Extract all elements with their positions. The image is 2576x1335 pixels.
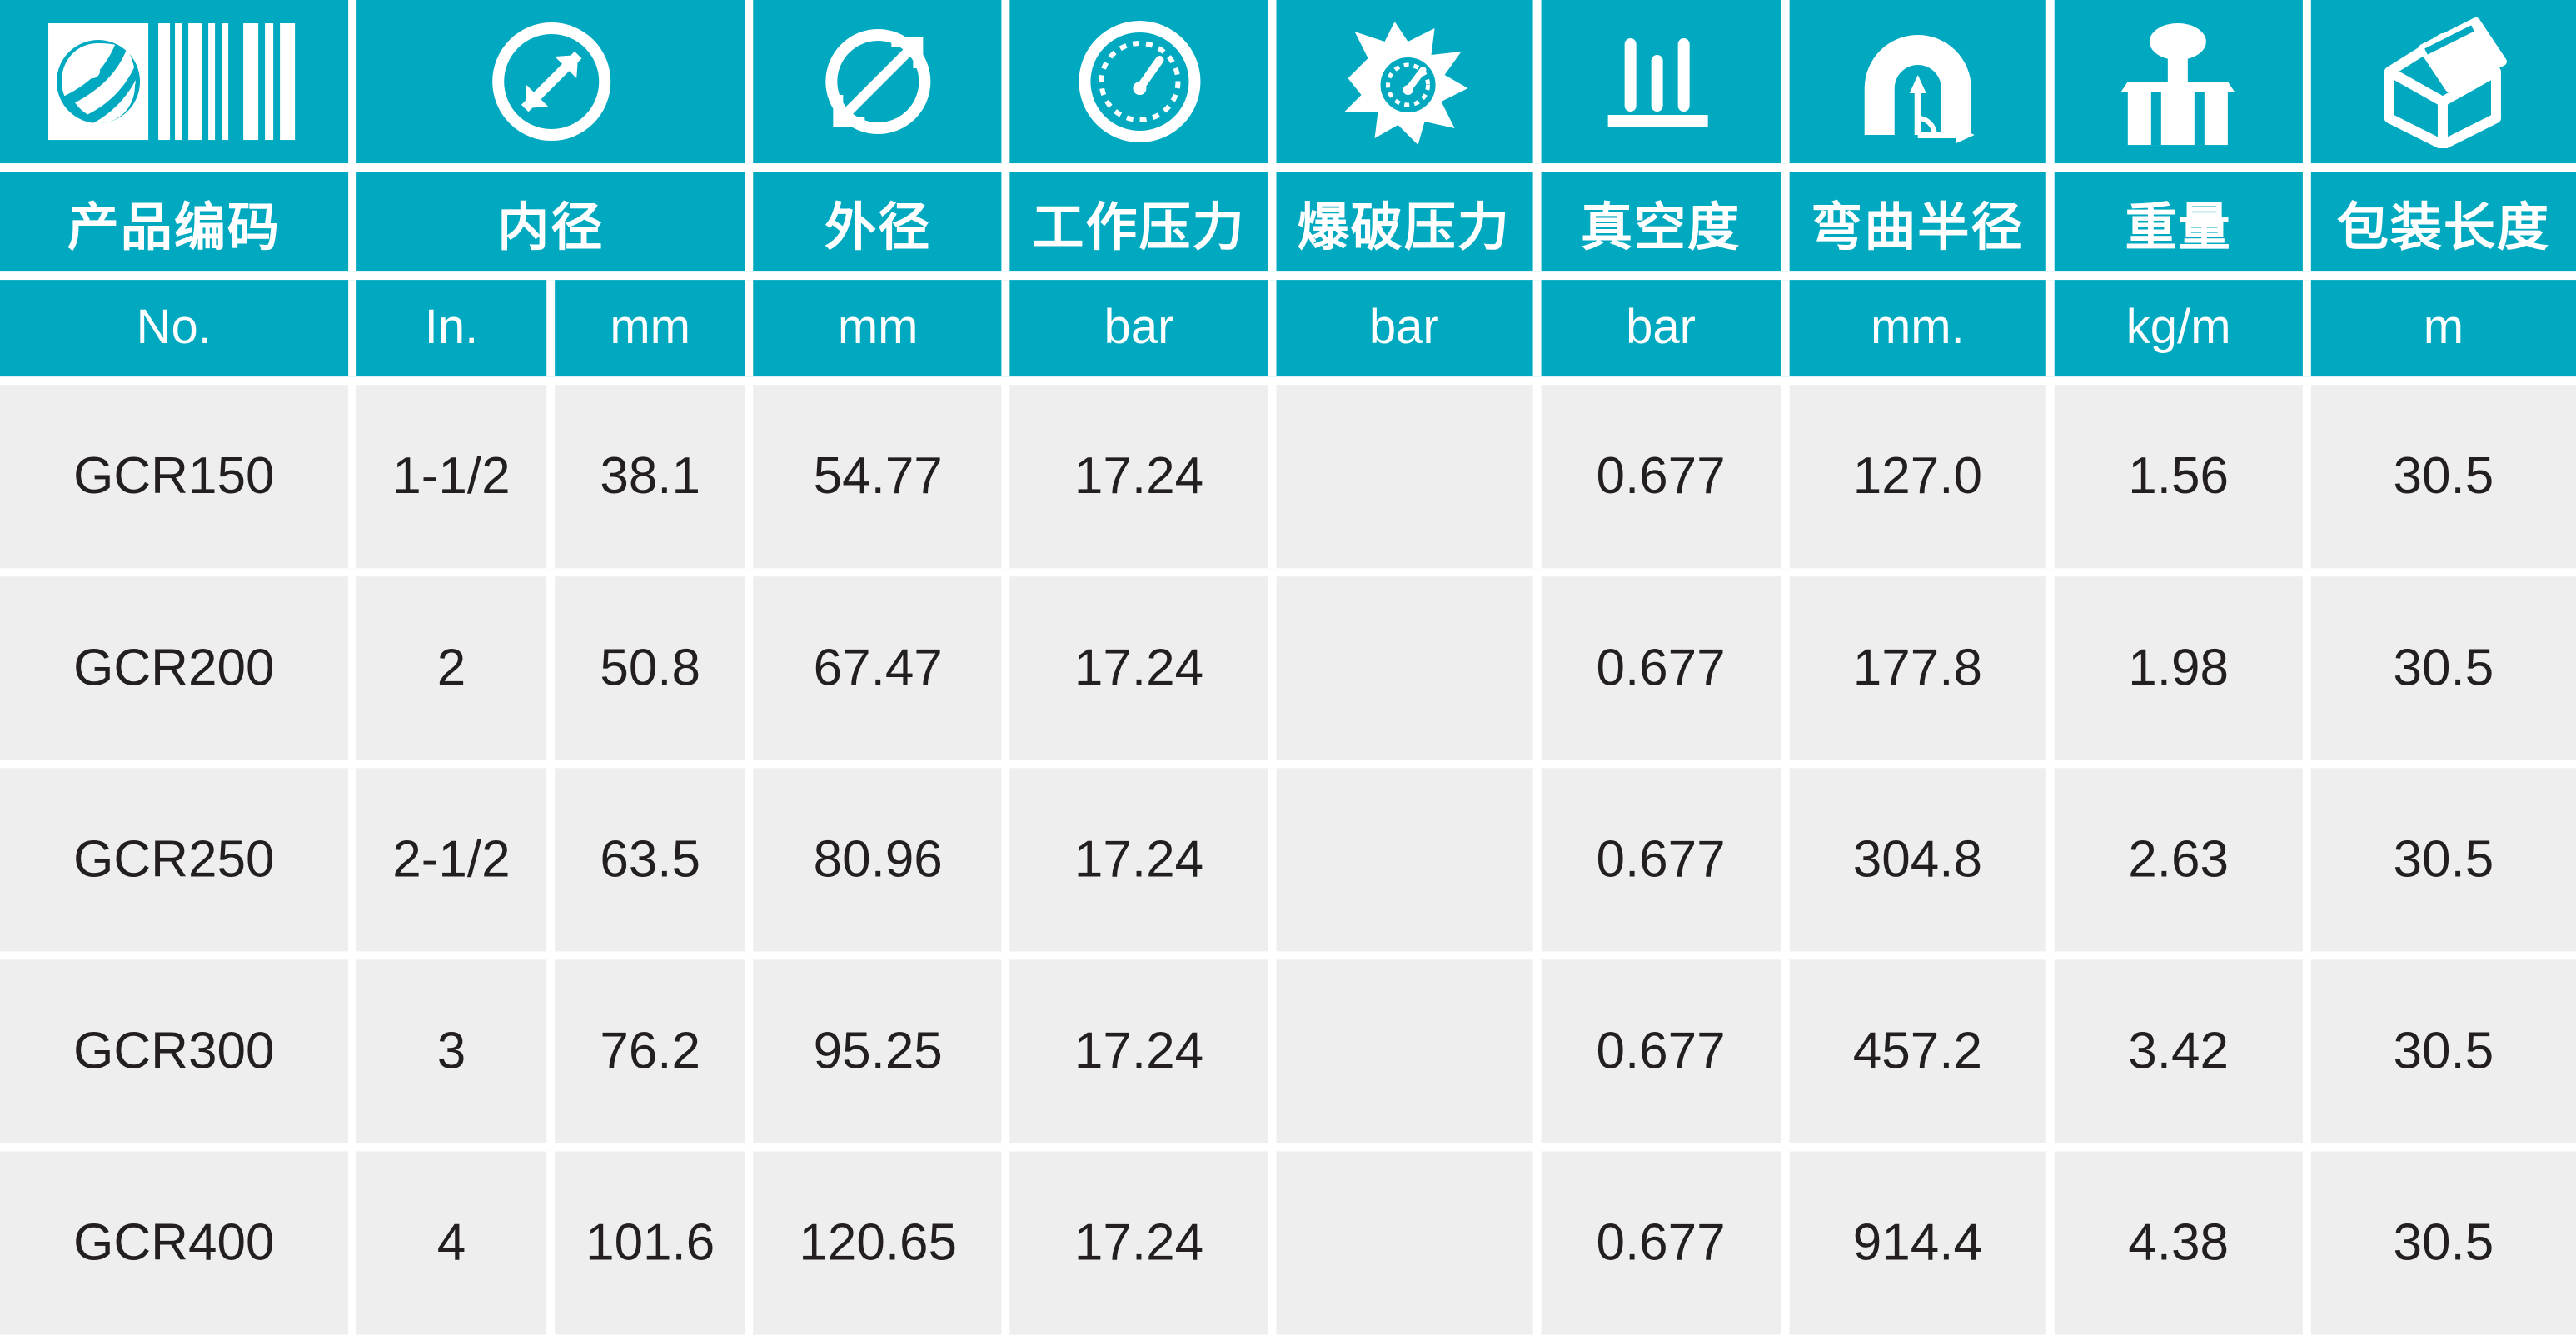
cell-weight: 1.98 bbox=[2054, 576, 2311, 760]
bend-radius-icon bbox=[1847, 15, 1987, 148]
cell-vacuum: 0.677 bbox=[1540, 1151, 1790, 1335]
cell-id-in: 2 bbox=[356, 576, 556, 760]
cell-packaging-length: 30.5 bbox=[2310, 768, 2576, 952]
table-row: GCR200 2 50.8 67.47 17.24 0.677 177.8 1.… bbox=[0, 576, 2576, 760]
cell-working-pressure: 17.24 bbox=[1010, 576, 1276, 760]
barcode-globe-icon bbox=[48, 17, 299, 147]
chinese-header-row: 产品编码 内径 外径 工作压力 爆破压力 真空度 弯曲半径 重量 包装长度 bbox=[0, 172, 2576, 272]
header-working-pressure: 工作压力 bbox=[1010, 172, 1276, 272]
header-weight: 重量 bbox=[2054, 172, 2311, 272]
unit-vacuum: bar bbox=[1540, 280, 1790, 377]
pressure-gauge-icon bbox=[1072, 15, 1205, 148]
burst-gauge-icon bbox=[1331, 15, 1477, 148]
header-inner-diameter: 内径 bbox=[356, 172, 755, 272]
unit-product-code: No. bbox=[0, 280, 356, 377]
unit-working-pressure: bar bbox=[1010, 280, 1276, 377]
cell-packaging-length: 30.5 bbox=[2310, 576, 2576, 760]
header-vacuum: 真空度 bbox=[1540, 172, 1790, 272]
cell-id-mm: 76.2 bbox=[555, 959, 755, 1143]
circle-diameter-arrows-icon bbox=[484, 15, 617, 148]
icon-cell-inner-diameter bbox=[356, 0, 755, 164]
cell-weight: 3.42 bbox=[2054, 959, 2311, 1143]
icon-cell-working-pressure bbox=[1010, 0, 1276, 164]
icon-header-row bbox=[0, 0, 2576, 164]
icon-cell-weight bbox=[2054, 0, 2311, 164]
unit-inner-diameter-mm: mm bbox=[555, 280, 755, 377]
cell-id-mm: 101.6 bbox=[555, 1151, 755, 1335]
cell-burst-pressure bbox=[1275, 959, 1541, 1143]
cell-weight: 4.38 bbox=[2054, 1151, 2311, 1335]
cell-bend-radius: 304.8 bbox=[1789, 768, 2055, 952]
cell-working-pressure: 17.24 bbox=[1010, 1151, 1276, 1335]
cell-product-code: GCR300 bbox=[0, 959, 356, 1143]
cell-product-code: GCR400 bbox=[0, 1151, 356, 1335]
table-row: GCR400 4 101.6 120.65 17.24 0.677 914.4 … bbox=[0, 1151, 2576, 1335]
table-row: GCR150 1-1/2 38.1 54.77 17.24 0.677 127.… bbox=[0, 385, 2576, 569]
vacuum-collapse-icon bbox=[1594, 15, 1727, 148]
cell-burst-pressure bbox=[1275, 1151, 1541, 1335]
icon-cell-burst-pressure bbox=[1275, 0, 1541, 164]
cell-vacuum: 0.677 bbox=[1540, 385, 1790, 569]
cell-working-pressure: 17.24 bbox=[1010, 959, 1276, 1143]
weight-scale-icon bbox=[2115, 15, 2242, 148]
cell-weight: 2.63 bbox=[2054, 768, 2311, 952]
cell-packaging-length: 30.5 bbox=[2310, 385, 2576, 569]
header-outer-diameter: 外径 bbox=[754, 172, 1011, 272]
circle-diagonal-arrows-icon bbox=[811, 15, 944, 148]
icon-cell-packaging-length bbox=[2310, 0, 2576, 164]
cell-packaging-length: 30.5 bbox=[2310, 959, 2576, 1143]
table-row: GCR250 2-1/2 63.5 80.96 17.24 0.677 304.… bbox=[0, 768, 2576, 952]
cell-od-mm: 95.25 bbox=[754, 959, 1011, 1143]
icon-cell-outer-diameter bbox=[754, 0, 1011, 164]
cell-vacuum: 0.677 bbox=[1540, 576, 1790, 760]
cell-id-mm: 38.1 bbox=[555, 385, 755, 569]
unit-weight: kg/m bbox=[2054, 280, 2311, 377]
cell-id-mm: 50.8 bbox=[555, 576, 755, 760]
cell-bend-radius: 177.8 bbox=[1789, 576, 2055, 760]
icon-cell-product-code bbox=[0, 0, 356, 164]
cell-weight: 1.56 bbox=[2054, 385, 2311, 569]
cell-bend-radius: 127.0 bbox=[1789, 385, 2055, 569]
cell-bend-radius: 914.4 bbox=[1789, 1151, 2055, 1335]
cell-bend-radius: 457.2 bbox=[1789, 959, 2055, 1143]
cell-product-code: GCR250 bbox=[0, 768, 356, 952]
cell-working-pressure: 17.24 bbox=[1010, 768, 1276, 952]
cell-id-mm: 63.5 bbox=[555, 768, 755, 952]
cell-id-in: 1-1/2 bbox=[356, 385, 556, 569]
cell-burst-pressure bbox=[1275, 576, 1541, 760]
cell-vacuum: 0.677 bbox=[1540, 768, 1790, 952]
cell-vacuum: 0.677 bbox=[1540, 959, 1790, 1143]
unit-outer-diameter: mm bbox=[754, 280, 1011, 377]
cell-product-code: GCR200 bbox=[0, 576, 356, 760]
cell-burst-pressure bbox=[1275, 385, 1541, 569]
header-product-code: 产品编码 bbox=[0, 172, 356, 272]
unit-packaging-length: m bbox=[2310, 280, 2576, 377]
cell-burst-pressure bbox=[1275, 768, 1541, 952]
cell-od-mm: 54.77 bbox=[754, 385, 1011, 569]
icon-cell-bend-radius bbox=[1789, 0, 2055, 164]
package-box-icon bbox=[2374, 15, 2514, 149]
table-row: GCR300 3 76.2 95.25 17.24 0.677 457.2 3.… bbox=[0, 959, 2576, 1143]
unit-bend-radius: mm. bbox=[1789, 280, 2055, 377]
unit-burst-pressure: bar bbox=[1275, 280, 1541, 377]
cell-od-mm: 67.47 bbox=[754, 576, 1011, 760]
icon-cell-vacuum bbox=[1540, 0, 1790, 164]
header-packaging-length: 包装长度 bbox=[2310, 172, 2576, 272]
cell-working-pressure: 17.24 bbox=[1010, 385, 1276, 569]
header-burst-pressure: 爆破压力 bbox=[1275, 172, 1541, 272]
cell-id-in: 3 bbox=[356, 959, 556, 1143]
header-bend-radius: 弯曲半径 bbox=[1789, 172, 2055, 272]
cell-id-in: 4 bbox=[356, 1151, 556, 1335]
units-header-row: No. In. mm mm bar bar bar mm. kg/m m bbox=[0, 280, 2576, 377]
unit-inner-diameter-in: In. bbox=[356, 280, 556, 377]
cell-packaging-length: 30.5 bbox=[2310, 1151, 2576, 1335]
cell-id-in: 2-1/2 bbox=[356, 768, 556, 952]
cell-od-mm: 120.65 bbox=[754, 1151, 1011, 1335]
cell-od-mm: 80.96 bbox=[754, 768, 1011, 952]
cell-product-code: GCR150 bbox=[0, 385, 356, 569]
